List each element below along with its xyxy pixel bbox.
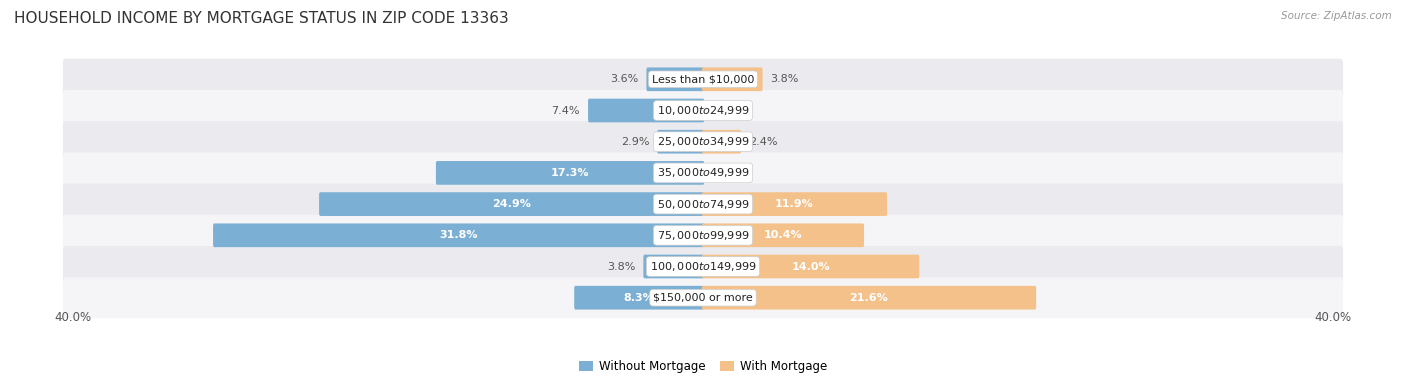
FancyBboxPatch shape [214,224,704,247]
Text: Less than $10,000: Less than $10,000 [652,74,754,84]
FancyBboxPatch shape [63,90,1343,131]
Text: HOUSEHOLD INCOME BY MORTGAGE STATUS IN ZIP CODE 13363: HOUSEHOLD INCOME BY MORTGAGE STATUS IN Z… [14,11,509,26]
FancyBboxPatch shape [647,67,704,91]
Text: $50,000 to $74,999: $50,000 to $74,999 [657,198,749,211]
FancyBboxPatch shape [702,67,762,91]
Legend: Without Mortgage, With Mortgage: Without Mortgage, With Mortgage [574,356,832,377]
Text: 24.9%: 24.9% [492,199,531,209]
Text: 21.6%: 21.6% [849,293,889,303]
Text: 2.4%: 2.4% [749,137,778,147]
Text: 0.0%: 0.0% [713,168,741,178]
FancyBboxPatch shape [63,152,1343,193]
Text: 3.8%: 3.8% [607,262,636,271]
FancyBboxPatch shape [319,192,704,216]
FancyBboxPatch shape [63,277,1343,318]
Text: $100,000 to $149,999: $100,000 to $149,999 [650,260,756,273]
Text: 3.6%: 3.6% [610,74,638,84]
FancyBboxPatch shape [63,59,1343,100]
Text: 14.0%: 14.0% [792,262,830,271]
Text: 7.4%: 7.4% [551,106,581,115]
FancyBboxPatch shape [702,192,887,216]
Text: 31.8%: 31.8% [440,230,478,240]
FancyBboxPatch shape [588,99,704,123]
FancyBboxPatch shape [702,286,1036,310]
Text: 8.3%: 8.3% [624,293,655,303]
FancyBboxPatch shape [436,161,704,185]
Text: $150,000 or more: $150,000 or more [654,293,752,303]
Text: Source: ZipAtlas.com: Source: ZipAtlas.com [1281,11,1392,21]
FancyBboxPatch shape [63,184,1343,225]
FancyBboxPatch shape [574,286,704,310]
FancyBboxPatch shape [63,215,1343,256]
FancyBboxPatch shape [702,224,865,247]
Text: 11.9%: 11.9% [775,199,814,209]
Text: $75,000 to $99,999: $75,000 to $99,999 [657,229,749,242]
Text: $35,000 to $49,999: $35,000 to $49,999 [657,166,749,179]
Text: 40.0%: 40.0% [1315,311,1351,325]
FancyBboxPatch shape [702,130,741,153]
Text: 40.0%: 40.0% [55,311,91,325]
Text: 2.9%: 2.9% [620,137,650,147]
FancyBboxPatch shape [644,254,704,278]
FancyBboxPatch shape [702,254,920,278]
FancyBboxPatch shape [63,121,1343,162]
Text: $25,000 to $34,999: $25,000 to $34,999 [657,135,749,148]
FancyBboxPatch shape [63,246,1343,287]
Text: 3.8%: 3.8% [770,74,799,84]
Text: 17.3%: 17.3% [551,168,589,178]
Text: 0.0%: 0.0% [713,106,741,115]
Text: 10.4%: 10.4% [763,230,803,240]
FancyBboxPatch shape [657,130,704,153]
Text: $10,000 to $24,999: $10,000 to $24,999 [657,104,749,117]
